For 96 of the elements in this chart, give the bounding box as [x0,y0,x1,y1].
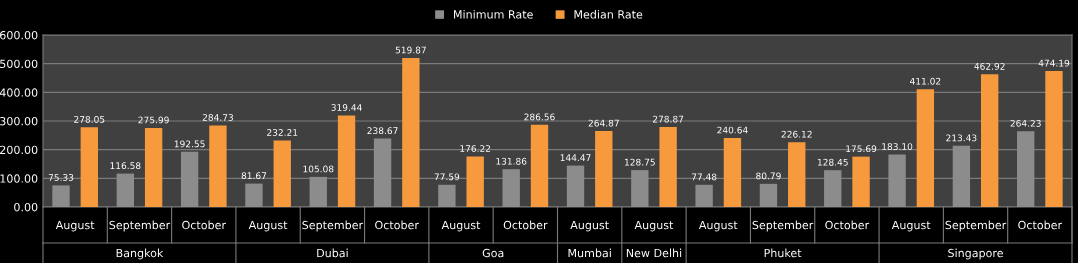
x-tick-label: August [248,220,288,232]
data-label: 226.12 [781,130,812,138]
bar [373,138,392,207]
x-tick-label: September [752,220,814,232]
x-tick-label: August [698,220,738,232]
y-tick-label: 300.00 [0,116,38,126]
bar [1017,131,1035,207]
bar [180,151,199,207]
data-label: 176.22 [460,145,491,152]
text: Phuket [764,248,802,258]
text: Dubai [317,248,348,258]
x-tick-label: October [375,220,419,230]
y-tick-label: 500.00 [0,59,38,69]
data-label: 80.79 [756,172,781,180]
bar [337,115,356,207]
bar [116,173,134,207]
x-tick-label: August [441,220,481,232]
data-label: 128.45 [817,158,848,166]
bar [80,127,98,207]
data-label: 519.87 [395,46,426,54]
x-tick-label: September [109,220,171,232]
data-label: 81.67 [241,172,267,180]
bar [1045,71,1063,207]
bar [209,125,227,207]
data-label: 275.99 [138,116,169,124]
bar [981,74,999,207]
y-tick-label: 100.00 [0,174,38,183]
bar [52,185,70,207]
data-label: 105.08 [303,165,334,173]
bar [759,183,778,207]
data-label: 175.69 [846,145,877,153]
y-tick-label: 0.00 [14,202,38,212]
bar [852,156,870,207]
data-label: 240.64 [717,126,748,134]
data-label: 131.86 [496,157,527,165]
data-label: 474.19 [1038,59,1070,67]
data-label: 116.58 [110,162,141,170]
bar [566,165,585,207]
bar [309,176,327,207]
bar [438,184,456,207]
data-label: 264.87 [588,119,619,127]
legend-label: Minimum Rate [454,10,533,19]
y-tick-label: 400.00 [0,88,38,97]
x-tick-label: September [945,220,1007,232]
data-label: 238.67 [367,127,398,135]
data-label: 319.44 [331,104,362,111]
bar [466,156,484,207]
data-label: 232.21 [267,129,298,136]
bar [788,142,806,207]
data-label: 128.75 [625,158,655,166]
x-tick-label: August [634,220,674,232]
data-label: 278.05 [74,115,105,123]
bar [631,170,649,207]
data-label: 75.33 [48,174,74,181]
x-tick-label: October [503,220,548,230]
data-label: 286.56 [524,113,555,121]
text: Bangkok [116,248,164,260]
data-label: 183.10 [882,143,913,150]
bar [723,138,742,207]
data-label: 284.73 [202,114,233,121]
x-tick-label: August [891,220,931,232]
x-tick-label: August [570,220,609,232]
data-label: 192.55 [174,140,205,148]
bar [695,184,713,207]
data-label: 144.47 [560,154,591,161]
data-label: 213.43 [946,134,977,142]
bar [502,169,520,207]
bar [144,127,163,207]
bar [530,124,549,207]
x-tick-label: September [302,220,364,232]
x-tick-label: October [182,220,227,230]
bar [245,183,263,207]
text: Mumbai [568,248,611,258]
bar [595,131,613,207]
x-tick-label: October [825,220,870,230]
text: New Delhi [626,248,682,258]
bar [952,145,971,207]
data-label: 462.92 [974,62,1005,70]
x-tick-label: August [55,220,95,232]
bar [273,140,291,207]
bar [402,57,420,207]
bar [659,127,677,207]
data-label: 278.87 [652,115,684,123]
bar [824,170,842,207]
x-tick-label: October [1018,220,1063,230]
legend-label: Median Rate [574,10,643,19]
text: Singapore [948,248,1003,260]
text: Goa [482,248,504,258]
y-tick-label: 600.00 [0,30,38,40]
data-label: 77.48 [691,173,717,181]
y-tick-label: 200.00 [0,145,38,155]
data-label: 77.59 [434,173,460,181]
data-label: 264.23 [1010,119,1041,127]
bar [916,89,935,207]
bar [888,154,906,207]
data-label: 411.02 [910,77,941,85]
